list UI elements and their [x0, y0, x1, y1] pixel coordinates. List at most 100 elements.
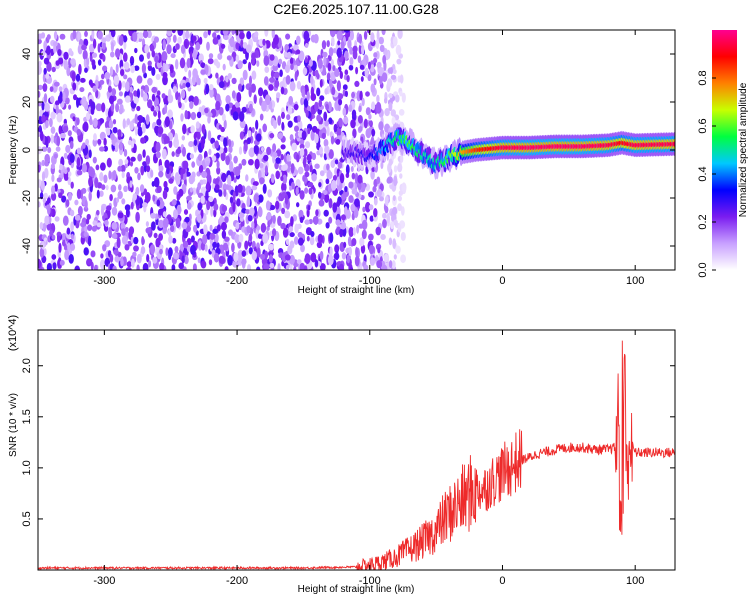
spectrogram-cell — [145, 227, 152, 234]
spectrogram-cell — [107, 109, 112, 118]
spectrogram-cell — [124, 95, 131, 103]
spectrogram-cell — [296, 259, 302, 265]
spectrogram-cell — [331, 86, 336, 96]
spectrogram-cell — [206, 181, 210, 192]
spectrogram-cell — [102, 41, 106, 50]
spectrogram-cell — [397, 30, 403, 40]
spectrogram-cell — [130, 236, 135, 244]
spectrogram-cell — [238, 212, 245, 219]
spectrogram-cell — [298, 50, 305, 62]
spectrogram-cell — [120, 258, 124, 267]
spectrogram-cell — [67, 242, 71, 253]
spectrogram-cell — [174, 172, 180, 183]
spectrogram-cell — [380, 234, 386, 240]
spectrogram-cell — [288, 226, 294, 233]
spectrogram-cell — [140, 88, 144, 98]
spectrogram-cell — [216, 160, 220, 169]
spectrogram-cell — [335, 219, 341, 226]
spectrogram-cell — [225, 76, 229, 83]
spectrogram-cell — [67, 192, 73, 201]
spectrogram-cell — [80, 222, 86, 228]
spectrogram-cell — [253, 205, 258, 217]
spectrogram-cell — [208, 53, 214, 59]
spectrogram-cell — [370, 136, 375, 146]
spectrogram-cell — [319, 79, 323, 88]
y-tick-label: 1.5 — [21, 409, 33, 424]
spectrogram-cell — [41, 114, 46, 123]
spectrogram-cell — [178, 262, 184, 270]
spectrogram-cell — [264, 165, 268, 176]
spectrogram-cell — [280, 144, 286, 150]
spectrogram-cell — [387, 67, 393, 74]
spectrogram-cell — [141, 123, 146, 134]
spectrogram-cell — [273, 71, 280, 79]
spectrogram-cell — [97, 138, 102, 145]
spectrogram-cell — [38, 65, 42, 75]
spectrogram-cell — [207, 115, 211, 124]
spectrogram-cell — [237, 183, 243, 193]
spectrogram-cell — [392, 69, 397, 75]
spectrogram-cell — [201, 170, 208, 179]
spectrogram-cell — [208, 196, 214, 203]
spectrogram-cell — [354, 172, 359, 184]
spectrogram-cell — [272, 214, 276, 224]
spectrogram-cell — [221, 221, 227, 231]
spectrogram-cell — [343, 241, 347, 248]
spectrogram-cell — [248, 149, 253, 157]
spectrogram-cell — [200, 62, 206, 69]
spectrogram-cell — [103, 137, 107, 146]
spectrogram-cell — [102, 65, 108, 72]
spectrogram-cell — [100, 162, 106, 171]
spectrogram-cell — [386, 212, 391, 224]
spectrogram-cell — [350, 166, 354, 172]
spectrogram-cell — [136, 105, 141, 112]
spectrogram-cell — [178, 188, 184, 197]
spectrogram-cell — [324, 193, 330, 203]
spectrogram-cell — [286, 153, 290, 162]
spectrogram-cell — [370, 169, 375, 180]
spectrogram-cell — [219, 75, 224, 83]
spectrogram-cell — [379, 196, 384, 202]
spectrogram-cell — [162, 38, 166, 50]
spectrogram-cell — [338, 99, 343, 106]
spectrogram-cell — [388, 237, 393, 246]
spectrogram-cell — [296, 35, 301, 45]
spectrogram-cell — [184, 216, 190, 223]
spectrogram-cell — [297, 166, 304, 175]
spectrogram-cell — [105, 184, 109, 191]
y-tick-label: -20 — [21, 190, 33, 206]
spectrogram-cell — [145, 114, 150, 125]
spectrogram-cell — [110, 133, 115, 141]
spectrogram-cell — [368, 113, 372, 120]
spectrogram-cell — [209, 84, 214, 91]
spectrogram-cell — [74, 214, 81, 221]
spectrogram-cell — [253, 94, 257, 104]
spectrogram-cell — [157, 110, 161, 120]
spectrogram-cell — [106, 157, 112, 168]
spectrogram-cell — [133, 96, 139, 104]
spectrogram-cell — [74, 265, 80, 270]
spectrogram-cell — [142, 92, 148, 102]
spectrogram-cell — [158, 165, 164, 172]
x-tick-label: -200 — [226, 575, 248, 587]
spectrogram-cell — [303, 265, 308, 270]
spectrogram-cell — [115, 103, 120, 113]
spectrogram-cell — [162, 217, 169, 229]
spectrogram-cell — [326, 40, 330, 48]
spectrogram-cell — [56, 135, 61, 147]
spectrogram-cell — [162, 75, 168, 86]
spectrogram-cell — [50, 134, 54, 144]
spectrogram-cell — [179, 57, 186, 69]
spectrogram-cell — [84, 30, 88, 37]
x-tick-label: -300 — [93, 275, 115, 287]
snr-series — [38, 340, 675, 570]
spectrogram-cell — [151, 221, 156, 231]
spectrogram-cell — [189, 153, 194, 159]
spectrogram-cell — [63, 168, 68, 175]
spectrogram-cell — [102, 244, 107, 252]
spectrogram-cell — [382, 218, 387, 229]
spectrogram-cell — [312, 215, 319, 225]
spectrogram-cell — [96, 189, 100, 199]
spectrogram-cell — [129, 161, 134, 167]
spectrogram-cell — [95, 103, 102, 112]
